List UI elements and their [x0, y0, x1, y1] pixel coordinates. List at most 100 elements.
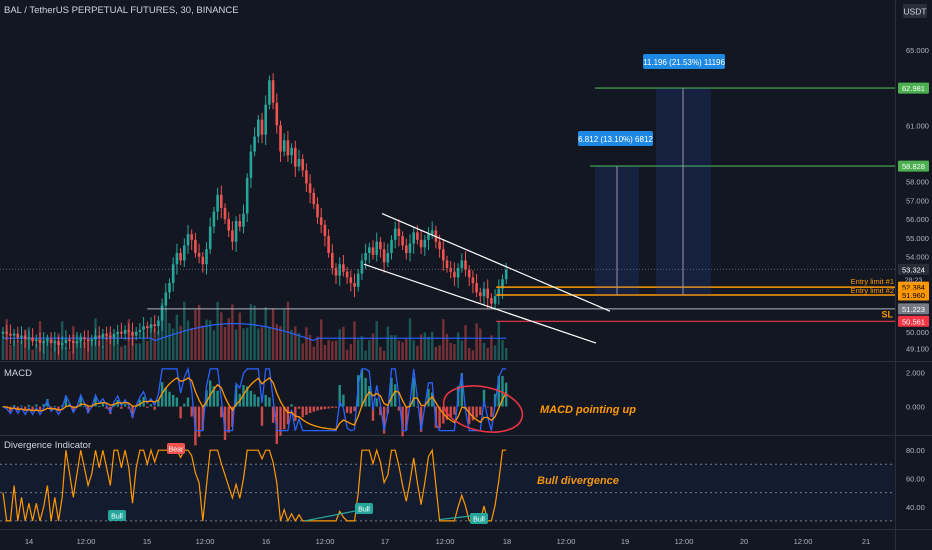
bear-tag: Bear [169, 447, 184, 454]
macd-histogram-bar [83, 405, 86, 407]
macd-histogram-bar [98, 406, 101, 407]
price-axis-label-bg [898, 263, 929, 275]
macd-histogram-bar [127, 406, 130, 409]
candle-body [260, 119, 264, 135]
candle-body [430, 230, 434, 235]
volume-bar [353, 321, 356, 360]
volume-bar [35, 343, 38, 360]
candle-body [90, 339, 94, 342]
macd-histogram-bar [345, 406, 349, 413]
candle-body [393, 228, 397, 240]
volume-bar [16, 340, 19, 360]
candle-body [405, 245, 408, 253]
macd-histogram-bar [397, 406, 401, 411]
time-tick: 20 [740, 537, 748, 546]
volume-bar [220, 312, 223, 360]
channel-lower-line[interactable] [363, 263, 597, 344]
macd-histogram-bar [231, 406, 234, 427]
volume-bar [464, 325, 467, 360]
macd-line [2, 366, 507, 432]
bull-tag: Bull [473, 517, 485, 524]
macd-histogram-bar [190, 406, 193, 417]
candle-body [297, 159, 301, 167]
candle-body [16, 333, 20, 338]
macd-histogram-bar [338, 384, 341, 407]
volume-bar [135, 343, 138, 360]
candle-body [197, 252, 201, 257]
candle-body [208, 226, 212, 250]
macd-histogram-bar [297, 406, 301, 409]
volume-bar [286, 301, 290, 360]
candle-body [279, 125, 282, 152]
price-tick: 57.000 [906, 196, 929, 205]
candle-body [223, 207, 227, 220]
candle-body [349, 277, 353, 284]
macd-histogram-bar [64, 396, 68, 407]
candle-body [467, 269, 471, 278]
macd-histogram-bar [131, 406, 134, 418]
volume-bar [227, 318, 230, 360]
macd-histogram-bar [438, 406, 441, 429]
candle-body [60, 343, 64, 345]
target-2-label-bg [643, 54, 725, 69]
volume-bar [157, 330, 160, 360]
candle-body [368, 247, 371, 253]
volume-bar [427, 336, 430, 360]
time-tick: 15 [143, 537, 151, 546]
macd-histogram-bar [79, 397, 82, 407]
volume-bar [449, 343, 452, 360]
volume-bar [175, 314, 179, 360]
volume-bar [49, 350, 53, 360]
candle-body [234, 221, 238, 242]
volume-bar [460, 340, 463, 360]
volume-bar [401, 342, 404, 360]
candle-body [5, 331, 8, 334]
candle-body [327, 236, 330, 253]
target-1-label-bg [578, 131, 653, 146]
time-tick: 12:00 [557, 537, 576, 546]
volume-bar [249, 304, 253, 360]
macd-histogram-bar [20, 405, 23, 407]
macd-histogram-bar [157, 400, 160, 407]
volume-bar [497, 321, 500, 360]
channel-upper-line[interactable] [381, 212, 611, 312]
bull-tag-bg [108, 510, 126, 521]
volume-bar [105, 333, 108, 360]
macd-histogram-bar [212, 386, 216, 407]
volume-bar [445, 333, 449, 360]
candle-body [497, 288, 501, 297]
macd-histogram-bar [375, 398, 378, 407]
macd-histogram-bar [38, 406, 42, 410]
bull-divergence-line [304, 508, 363, 522]
macd-histogram-bar [183, 403, 186, 407]
macd-histogram-bar [168, 391, 171, 407]
candle-body [201, 256, 205, 265]
candle-body [353, 283, 356, 287]
candle-body [94, 335, 97, 340]
macd-histogram-bar [471, 406, 475, 421]
macd-histogram-bar [109, 406, 112, 414]
candle-body [171, 264, 175, 284]
volume-bar [505, 348, 508, 360]
volume-bar [468, 348, 471, 360]
candle-body [97, 335, 101, 338]
candle-body [20, 335, 23, 338]
candle-body [408, 243, 412, 253]
time-tick: 21 [862, 537, 870, 546]
price-tick: 58.000 [906, 178, 929, 187]
candle-body [427, 234, 430, 240]
volume-bar [394, 335, 397, 360]
volume-bar [153, 328, 156, 360]
price-axis-label-bg [898, 160, 929, 172]
macd-histogram-bar [501, 375, 504, 407]
volume-bar [493, 345, 497, 360]
volume-bar [238, 312, 241, 360]
macd-histogram-bar [153, 406, 156, 410]
volume-bar [479, 328, 482, 360]
candle-body [68, 339, 71, 342]
macd-histogram-bar [401, 406, 404, 437]
candle-body [257, 119, 260, 137]
currency-badge[interactable]: USDT [903, 4, 927, 18]
candle-body [216, 194, 219, 212]
